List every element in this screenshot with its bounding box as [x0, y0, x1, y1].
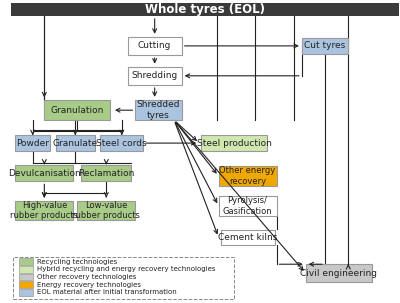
Text: Cement kilns: Cement kilns — [218, 233, 277, 242]
FancyBboxPatch shape — [306, 264, 372, 282]
Text: Reclamation: Reclamation — [78, 168, 134, 178]
Text: Granulation: Granulation — [50, 106, 104, 115]
Text: Powder: Powder — [16, 138, 49, 148]
Text: Recycling technologies: Recycling technologies — [36, 258, 117, 265]
FancyBboxPatch shape — [100, 135, 143, 151]
Text: Shredding: Shredding — [132, 71, 178, 80]
FancyBboxPatch shape — [218, 196, 277, 216]
Text: Hybrid recycling and energy recovery technologies: Hybrid recycling and energy recovery tec… — [36, 266, 215, 272]
FancyBboxPatch shape — [220, 230, 275, 245]
Text: Low-value
rubber products: Low-value rubber products — [72, 201, 140, 220]
Text: Pyrolysis/
Gasification: Pyrolysis/ Gasification — [223, 196, 272, 216]
FancyBboxPatch shape — [19, 274, 33, 280]
Text: Cut tyres: Cut tyres — [304, 42, 346, 50]
Text: Other recovery technologies: Other recovery technologies — [36, 274, 136, 280]
FancyBboxPatch shape — [15, 135, 50, 151]
FancyBboxPatch shape — [15, 201, 73, 220]
Text: Steel production: Steel production — [197, 138, 272, 148]
FancyBboxPatch shape — [135, 101, 182, 120]
Text: Shredded
tyres: Shredded tyres — [137, 101, 180, 120]
Text: Energy recovery technologies: Energy recovery technologies — [36, 282, 140, 288]
FancyBboxPatch shape — [15, 165, 73, 181]
FancyBboxPatch shape — [12, 2, 399, 16]
Text: Granulate: Granulate — [53, 138, 98, 148]
FancyBboxPatch shape — [81, 165, 132, 181]
FancyBboxPatch shape — [128, 37, 182, 55]
Text: High-value
rubber products: High-value rubber products — [10, 201, 78, 220]
FancyBboxPatch shape — [201, 135, 267, 151]
Text: EOL material after initial transformation: EOL material after initial transformatio… — [36, 289, 176, 295]
FancyBboxPatch shape — [19, 289, 33, 296]
FancyBboxPatch shape — [128, 67, 182, 85]
FancyBboxPatch shape — [218, 165, 277, 186]
FancyBboxPatch shape — [302, 38, 348, 54]
FancyBboxPatch shape — [19, 266, 33, 273]
Text: Whole tyres (EOL): Whole tyres (EOL) — [145, 3, 265, 16]
Text: Steel cords: Steel cords — [96, 138, 147, 148]
Text: Other energy
recovery: Other energy recovery — [220, 166, 276, 186]
FancyBboxPatch shape — [77, 201, 135, 220]
FancyBboxPatch shape — [56, 135, 95, 151]
Text: Cutting: Cutting — [138, 42, 171, 50]
FancyBboxPatch shape — [19, 258, 33, 265]
FancyBboxPatch shape — [44, 101, 110, 120]
FancyBboxPatch shape — [19, 281, 33, 288]
Text: Civil engineering: Civil engineering — [300, 269, 377, 278]
Text: Devulcanisation: Devulcanisation — [8, 168, 81, 178]
